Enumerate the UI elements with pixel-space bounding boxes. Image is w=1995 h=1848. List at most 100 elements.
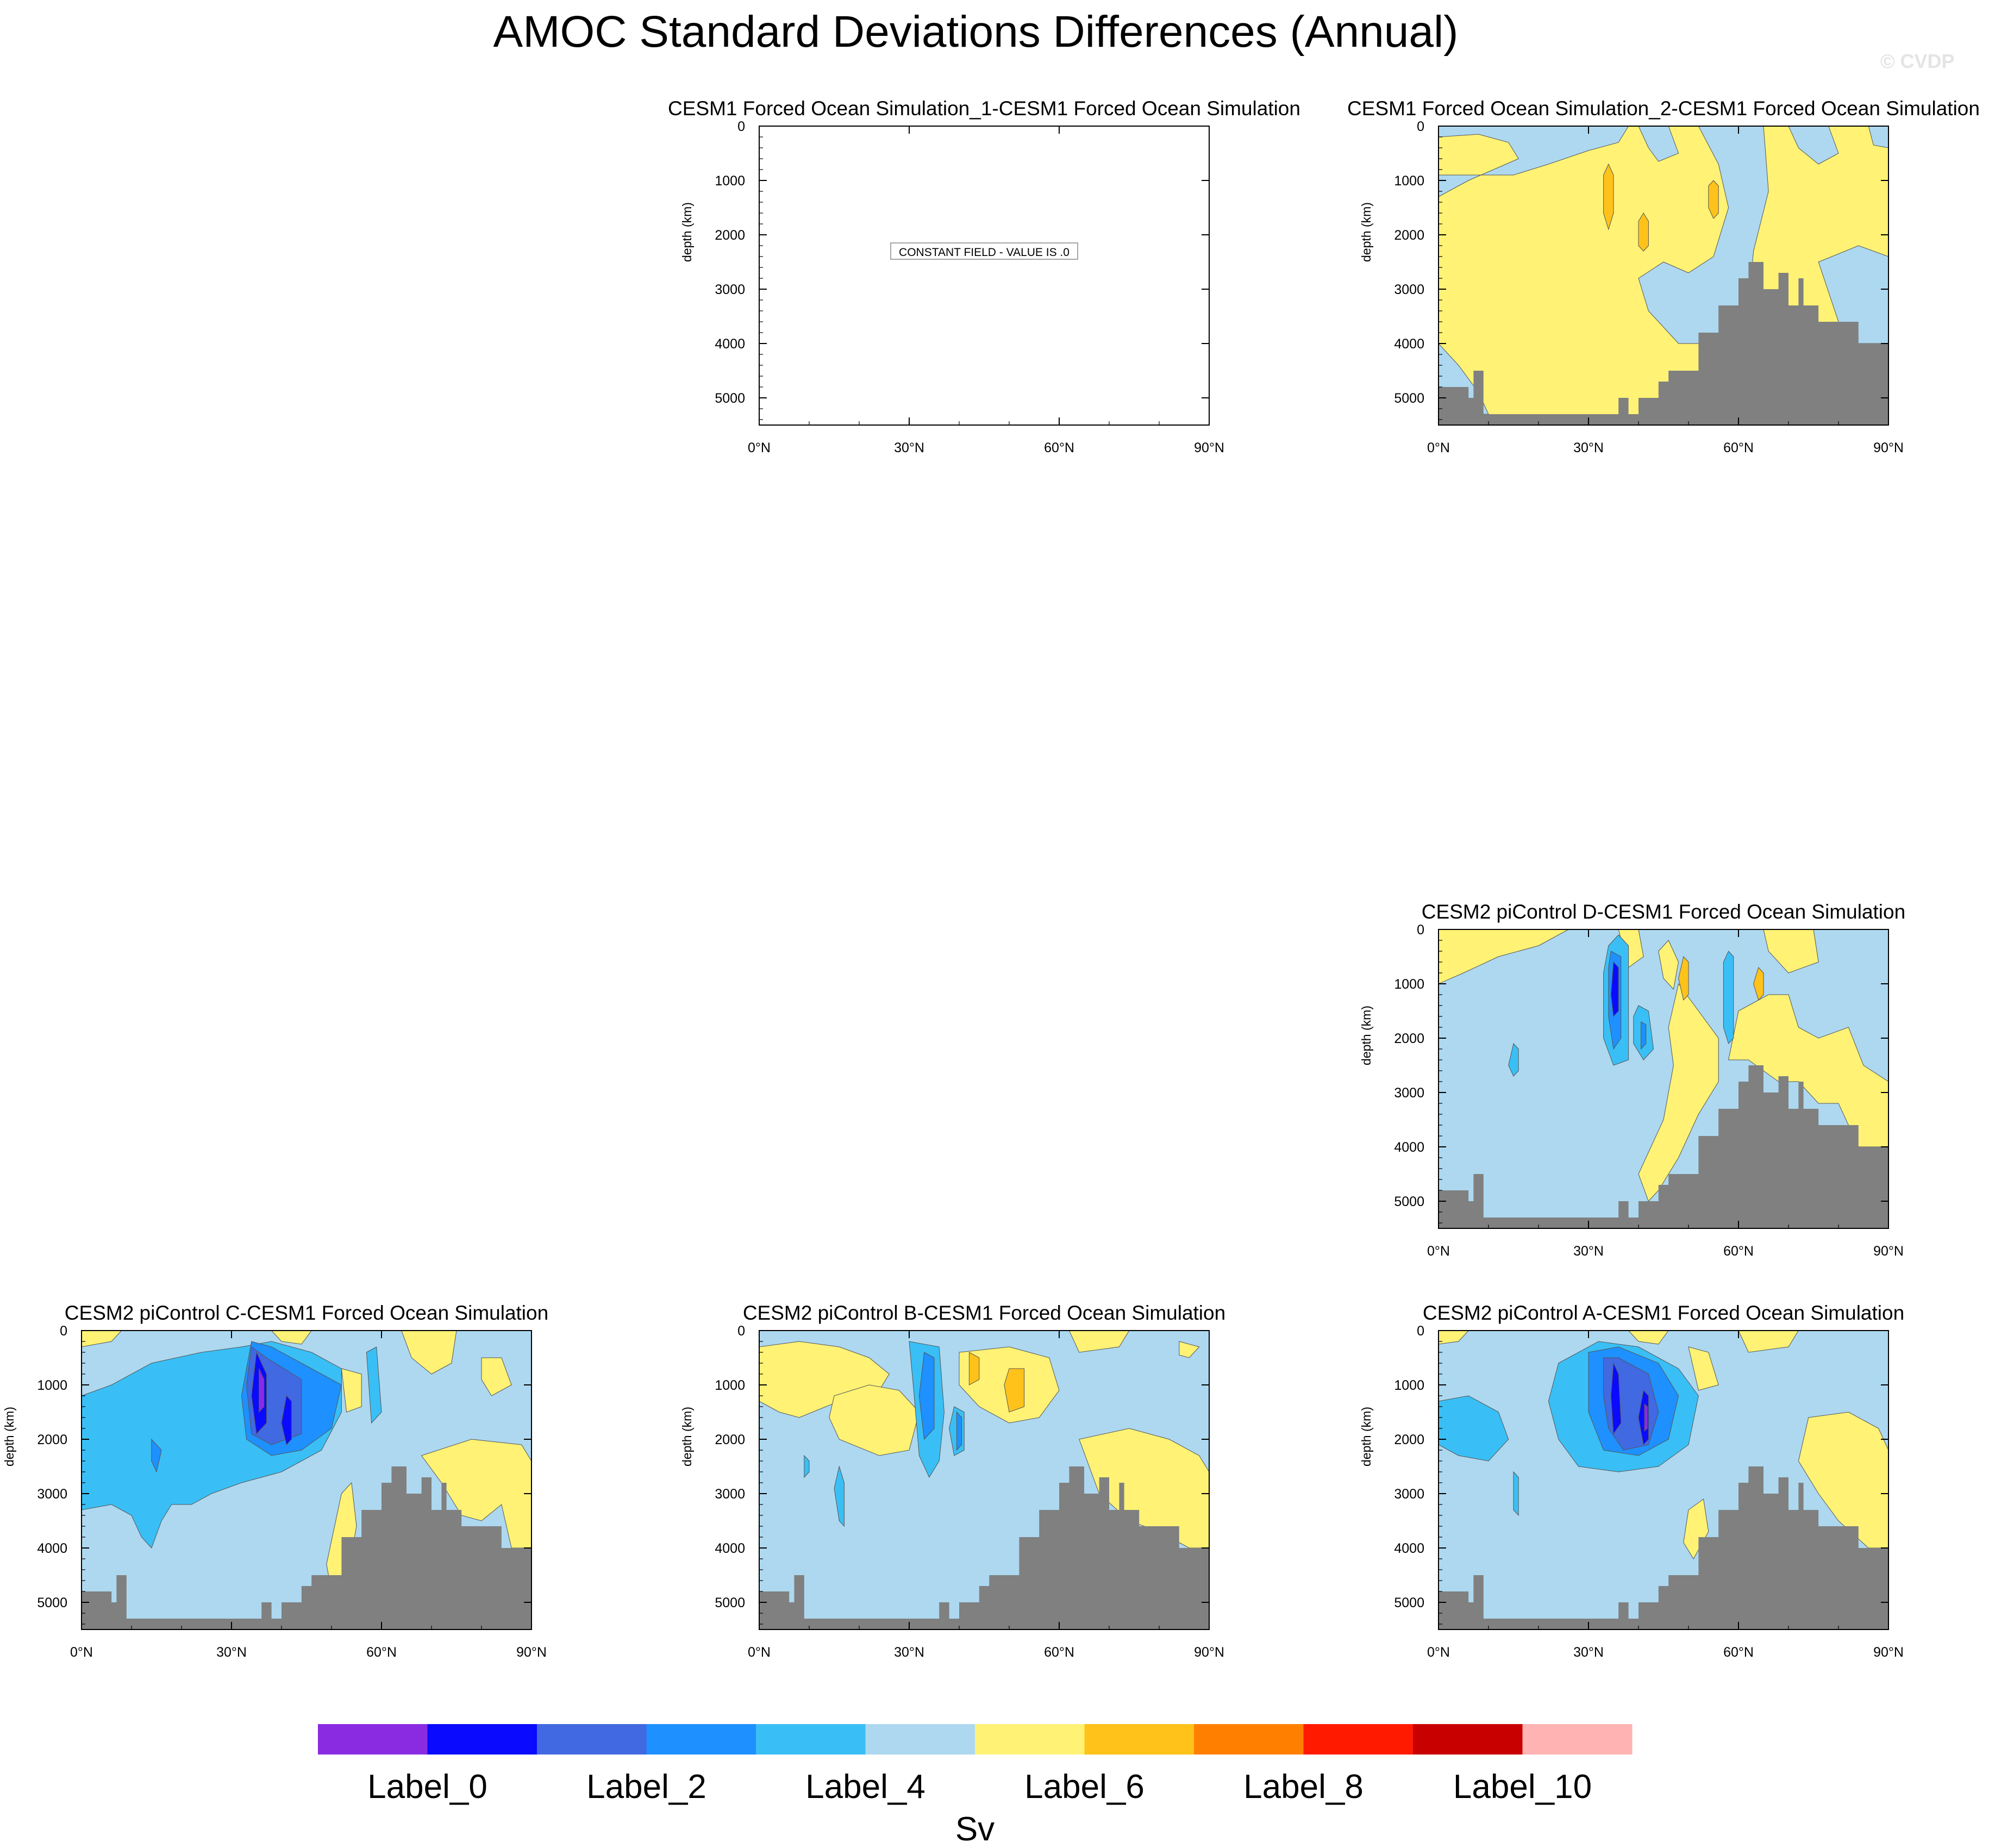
panel-title: CESM1 Forced Ocean Simulation_1-CESM1 Fo… <box>668 97 1300 120</box>
x-tick-label: 90°N <box>1873 1645 1904 1660</box>
watermark: © CVDP <box>1880 50 1955 72</box>
x-tick-label: 60°N <box>366 1645 397 1660</box>
plot-background <box>759 126 1209 425</box>
plot-frame <box>1438 929 1889 1229</box>
panel-forced-2: CESM1 Forced Ocean Simulation_2-CESM1 Fo… <box>1347 97 1980 455</box>
contour-region <box>1638 1389 1649 1446</box>
y-tick-label: 5000 <box>1394 1194 1424 1209</box>
contour-region <box>1723 951 1734 1044</box>
bathymetry-land <box>759 1466 1209 1630</box>
contour-region <box>1004 1368 1025 1413</box>
plot-frame <box>81 1330 532 1630</box>
panel-title: CESM2 piControl C-CESM1 Forced Ocean Sim… <box>65 1302 548 1324</box>
contour-region <box>1644 1403 1648 1432</box>
x-tick-label: 60°N <box>1723 440 1754 455</box>
colorbar-swatch <box>1084 1724 1195 1755</box>
x-tick-label: 30°N <box>216 1645 247 1660</box>
panel-picontrol-b: CESM2 piControl B-CESM1 Forced Ocean Sim… <box>680 1302 1225 1660</box>
contour-region <box>1708 180 1719 219</box>
colorbar-swatch <box>427 1724 537 1755</box>
plot-area <box>759 126 1209 425</box>
x-tick-label: 0°N <box>1427 440 1450 455</box>
contour-region <box>1728 994 1888 1147</box>
colorbar-label: Label_8 <box>1243 1768 1364 1806</box>
contour-region <box>1610 961 1619 1017</box>
constant-field-note: CONSTANT FIELD - VALUE IS .0 <box>899 246 1070 259</box>
panel-picontrol-c: CESM2 piControl C-CESM1 Forced Ocean Sim… <box>2 1302 548 1660</box>
y-tick-label: 4000 <box>715 336 745 352</box>
contour-region <box>366 1346 382 1424</box>
y-tick-label: 4000 <box>715 1541 745 1556</box>
y-tick-label: 3000 <box>1394 1085 1424 1101</box>
contour-region <box>1763 929 1819 973</box>
colorbar-swatch <box>1303 1724 1414 1755</box>
panel-title: CESM2 piControl D-CESM1 Forced Ocean Sim… <box>1422 901 1905 923</box>
contour-region <box>1513 1471 1519 1516</box>
y-axis-label: depth (km) <box>1359 202 1373 262</box>
colorbar-swatch <box>975 1724 1085 1755</box>
y-tick-label: 0 <box>60 1323 67 1339</box>
x-tick-label: 0°N <box>1427 1645 1450 1660</box>
colorbar-swatch <box>537 1724 647 1755</box>
y-tick-label: 1000 <box>1394 977 1424 992</box>
colorbar-label: Label_0 <box>367 1768 487 1806</box>
y-tick-label: 2000 <box>1394 1432 1424 1447</box>
bathymetry-land <box>1439 262 1888 425</box>
colorbar-swatch <box>1522 1724 1633 1755</box>
y-tick-label: 2000 <box>715 228 745 243</box>
contour-region <box>1678 956 1689 1001</box>
colorbar-swatch <box>646 1724 756 1755</box>
y-tick-label: 0 <box>1417 922 1424 938</box>
y-tick-label: 4000 <box>1394 336 1424 352</box>
plot-frame <box>1438 1330 1889 1630</box>
x-tick-label: 0°N <box>748 440 771 455</box>
y-tick-label: 5000 <box>1394 1595 1424 1610</box>
panel-title: CESM1 Forced Ocean Simulation_2-CESM1 Fo… <box>1347 97 1980 120</box>
contour-region <box>1439 929 1569 984</box>
y-tick-label: 1000 <box>1394 1378 1424 1393</box>
contour-region <box>1738 1331 1799 1353</box>
plot-area <box>1439 126 1888 425</box>
y-tick-label: 1000 <box>715 173 745 189</box>
contour-region <box>1610 1362 1622 1435</box>
y-tick-label: 2000 <box>1394 1031 1424 1046</box>
colorbar-units: Sv <box>955 1810 995 1848</box>
y-tick-label: 3000 <box>715 1487 745 1502</box>
contour-region <box>1868 126 1888 148</box>
bathymetry-land <box>1439 1065 1888 1228</box>
contour-region <box>1788 126 1839 165</box>
contour-region <box>1603 163 1614 230</box>
x-tick-label: 90°N <box>1873 440 1904 455</box>
x-tick-label: 60°N <box>1044 440 1074 455</box>
x-tick-label: 90°N <box>1873 1244 1904 1259</box>
contour-region <box>1658 940 1679 990</box>
y-tick-label: 5000 <box>1394 391 1424 406</box>
y-tick-label: 4000 <box>1394 1541 1424 1556</box>
y-tick-label: 5000 <box>715 391 745 406</box>
colorbar-label: Label_6 <box>1024 1768 1145 1806</box>
y-axis-label: depth (km) <box>1359 1407 1373 1466</box>
y-tick-label: 3000 <box>1394 282 1424 297</box>
y-axis-label: depth (km) <box>2 1407 16 1466</box>
colorbar-swatch <box>318 1724 428 1755</box>
y-tick-label: 1000 <box>37 1378 67 1393</box>
y-tick-label: 4000 <box>1394 1140 1424 1155</box>
panel-picontrol-a: CESM2 piControl A-CESM1 Forced Ocean Sim… <box>1359 1302 1904 1660</box>
note-box <box>890 242 1078 260</box>
contour-region <box>151 1438 162 1473</box>
panel-forced-1: CESM1 Forced Ocean Simulation_1-CESM1 Fo… <box>668 97 1300 455</box>
contour-region <box>829 1384 920 1456</box>
plot-area <box>1439 1331 1888 1630</box>
contour-region <box>956 1411 962 1451</box>
y-tick-label: 3000 <box>37 1487 67 1502</box>
contour-region <box>271 1331 312 1345</box>
contour-region <box>1638 213 1649 252</box>
panel-picontrol-d: CESM2 piControl D-CESM1 Forced Ocean Sim… <box>1359 901 1905 1259</box>
x-tick-label: 0°N <box>70 1645 93 1660</box>
contour-region <box>1641 1021 1647 1050</box>
x-tick-label: 30°N <box>1573 1645 1604 1660</box>
x-tick-label: 0°N <box>748 1645 771 1660</box>
x-tick-label: 60°N <box>1723 1645 1754 1660</box>
x-tick-label: 60°N <box>1044 1645 1074 1660</box>
colorbar-swatch <box>865 1724 975 1755</box>
